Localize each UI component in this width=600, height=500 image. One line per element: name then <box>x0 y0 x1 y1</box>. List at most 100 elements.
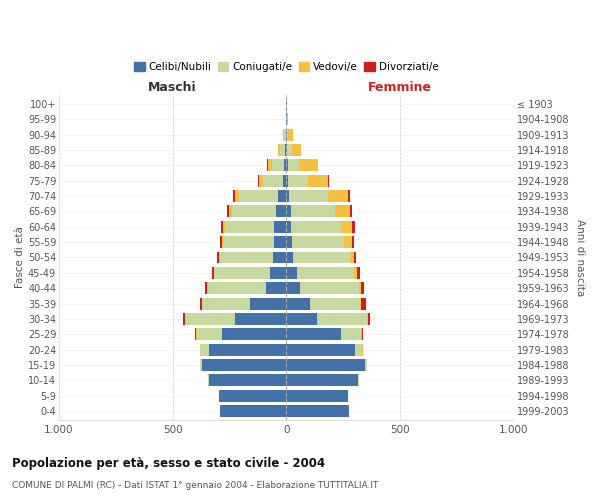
Bar <box>273 252 286 264</box>
Bar <box>354 252 356 264</box>
Bar <box>359 282 361 294</box>
Bar <box>220 390 286 402</box>
Bar <box>221 221 223 233</box>
Text: Maschi: Maschi <box>148 81 197 94</box>
Bar <box>214 267 271 279</box>
Bar <box>263 175 283 187</box>
Bar <box>268 160 272 172</box>
Bar <box>225 221 274 233</box>
Y-axis label: Anni di nascita: Anni di nascita <box>575 219 585 296</box>
Bar <box>350 252 354 264</box>
Bar <box>229 206 232 218</box>
Bar <box>208 374 209 386</box>
Bar <box>185 313 235 325</box>
Bar <box>259 175 263 187</box>
Bar <box>239 190 278 202</box>
Bar <box>349 190 350 202</box>
Bar <box>197 328 221 340</box>
Bar <box>286 252 293 264</box>
Bar <box>289 129 293 140</box>
Bar <box>352 221 355 233</box>
Text: COMUNE DI PALMI (RC) - Dati ISTAT 1° gennaio 2004 - Elaborazione TUTTITALIA.IT: COMUNE DI PALMI (RC) - Dati ISTAT 1° gen… <box>12 480 379 490</box>
Bar <box>358 267 360 279</box>
Bar <box>283 129 284 140</box>
Bar <box>286 144 287 156</box>
Bar <box>292 236 344 248</box>
Bar <box>274 221 286 233</box>
Text: Femmine: Femmine <box>368 81 432 94</box>
Bar <box>286 374 358 386</box>
Bar <box>286 359 365 371</box>
Bar <box>352 236 354 248</box>
Bar <box>284 129 286 140</box>
Bar <box>274 236 286 248</box>
Bar <box>293 252 350 264</box>
Bar <box>308 175 328 187</box>
Bar <box>286 221 292 233</box>
Bar <box>212 267 214 279</box>
Bar <box>368 313 370 325</box>
Bar <box>208 282 266 294</box>
Bar <box>328 190 349 202</box>
Bar <box>362 328 363 340</box>
Bar <box>200 298 202 310</box>
Bar <box>361 282 364 294</box>
Bar <box>310 298 360 310</box>
Bar <box>292 144 301 156</box>
Bar <box>183 313 185 325</box>
Bar <box>341 328 361 340</box>
Bar <box>280 144 285 156</box>
Bar <box>287 114 288 126</box>
Bar <box>286 206 290 218</box>
Bar <box>335 206 350 218</box>
Bar <box>365 359 367 371</box>
Bar <box>284 160 286 172</box>
Bar <box>223 236 274 248</box>
Bar <box>200 344 209 355</box>
Bar <box>278 190 286 202</box>
Bar <box>222 236 223 248</box>
Bar <box>286 313 317 325</box>
Bar <box>286 282 300 294</box>
Bar <box>220 252 273 264</box>
Bar <box>287 160 299 172</box>
Bar <box>367 313 368 325</box>
Bar <box>219 252 220 264</box>
Bar <box>286 190 289 202</box>
Bar <box>220 405 286 417</box>
Bar <box>286 298 310 310</box>
Bar <box>358 374 359 386</box>
Bar <box>202 298 250 310</box>
Bar <box>227 206 229 218</box>
Bar <box>317 313 367 325</box>
Bar <box>286 236 292 248</box>
Bar <box>286 344 355 355</box>
Bar <box>361 298 366 310</box>
Bar <box>354 267 358 279</box>
Bar <box>286 405 349 417</box>
Bar <box>275 206 286 218</box>
Bar <box>272 160 284 172</box>
Bar <box>344 236 352 248</box>
Bar <box>296 267 354 279</box>
Bar <box>290 206 335 218</box>
Bar <box>292 221 341 233</box>
Text: Popolazione per età, sesso e stato civile - 2004: Popolazione per età, sesso e stato civil… <box>12 458 325 470</box>
Bar <box>289 190 328 202</box>
Bar <box>250 298 286 310</box>
Bar <box>205 282 208 294</box>
Bar <box>285 144 286 156</box>
Bar <box>286 160 287 172</box>
Bar <box>195 328 196 340</box>
Bar <box>287 144 292 156</box>
Bar <box>299 160 317 172</box>
Bar <box>266 282 286 294</box>
Bar <box>220 236 222 248</box>
Bar <box>271 267 286 279</box>
Bar <box>232 206 275 218</box>
Bar <box>286 328 341 340</box>
Bar <box>286 267 296 279</box>
Bar <box>350 206 352 218</box>
Bar <box>283 175 286 187</box>
Bar <box>235 190 239 202</box>
